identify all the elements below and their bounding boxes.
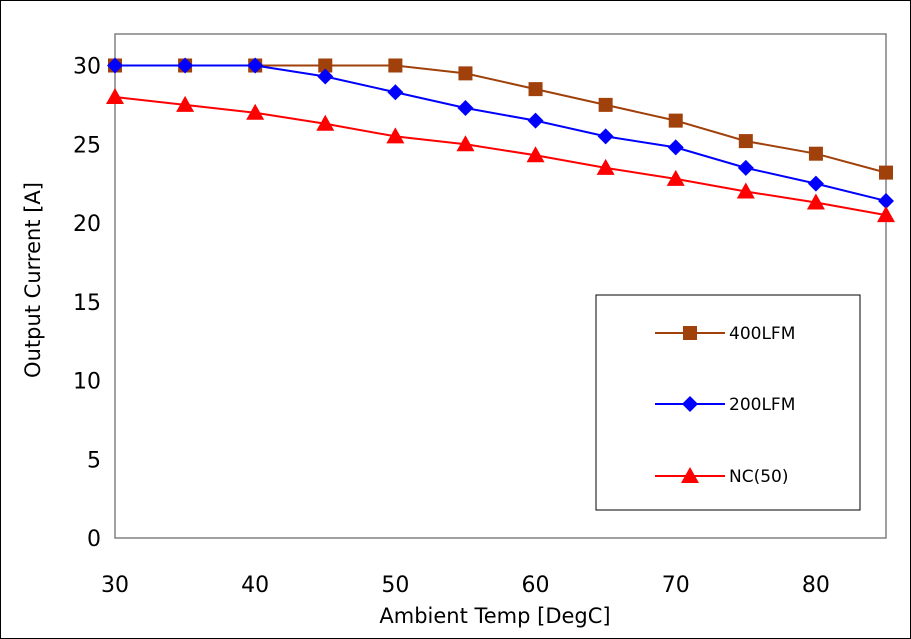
data-point [388,58,403,73]
x-tick-label: 40 [241,573,269,598]
legend-entry: 400LFM [655,324,795,344]
data-point [879,165,893,180]
data-point [246,103,265,120]
data-point [387,84,404,101]
x-tick-label: 70 [662,573,690,598]
data-point [106,88,124,104]
data-point [666,169,685,186]
series-line [114,96,887,217]
tick-labels: 30 40 50 60 70 80 0 5 10 15 20 25 30 [73,55,830,599]
data-point [107,57,123,74]
x-tick-label: 60 [522,573,550,598]
data-point [596,158,615,175]
data-point [386,127,405,144]
series-group [106,57,895,223]
data-point [808,146,823,161]
legend-box [595,294,861,511]
y-tick-label: 20 [73,212,101,237]
x-tick-label: 30 [101,573,129,598]
data-point [528,82,543,97]
y-tick-label: 15 [73,291,101,316]
y-tick-label: 0 [87,527,101,552]
legend-marker [682,396,698,412]
data-point [177,57,194,74]
legend-entry: NC(50) [655,467,788,487]
y-axis-title: Output Current [A] [21,182,45,378]
x-tick-label: 80 [802,573,830,598]
legend-label: NC(50) [729,467,788,487]
data-point [457,100,474,117]
data-point [456,135,475,152]
data-point [877,206,895,223]
data-point [667,139,684,156]
series-line [115,64,887,202]
y-tick-label: 10 [73,370,101,395]
series-nc-50- [106,88,895,223]
y-tick-label: 30 [73,55,101,80]
data-point [526,146,545,163]
data-point [458,66,473,81]
legend-label: 400LFM [729,324,795,344]
data-point [806,193,825,210]
legend-entry: 200LFM [655,395,795,415]
data-point [878,192,894,209]
plot-frame [114,33,887,539]
data-point [527,112,544,129]
data-point [736,182,755,199]
legend-label: 200LFM [729,395,795,415]
x-axis-title: Ambient Temp [DegC] [379,604,610,628]
y-tick-label: 5 [87,448,101,473]
legend-marker [681,467,699,483]
data-point [316,114,335,131]
series-200lfm [107,57,894,209]
data-point [176,95,195,112]
legend-marker [683,326,697,340]
data-point [247,57,264,74]
data-point [738,134,753,149]
data-point [597,128,614,145]
data-point [318,58,333,73]
data-point [807,175,824,192]
data-point [598,97,613,112]
x-tick-label: 50 [381,573,409,598]
data-point [668,113,683,128]
y-tick-label: 25 [73,133,101,158]
data-point [317,68,334,85]
data-point [737,159,754,176]
legend: 400LFM 200LFM NC(50) [595,294,861,511]
